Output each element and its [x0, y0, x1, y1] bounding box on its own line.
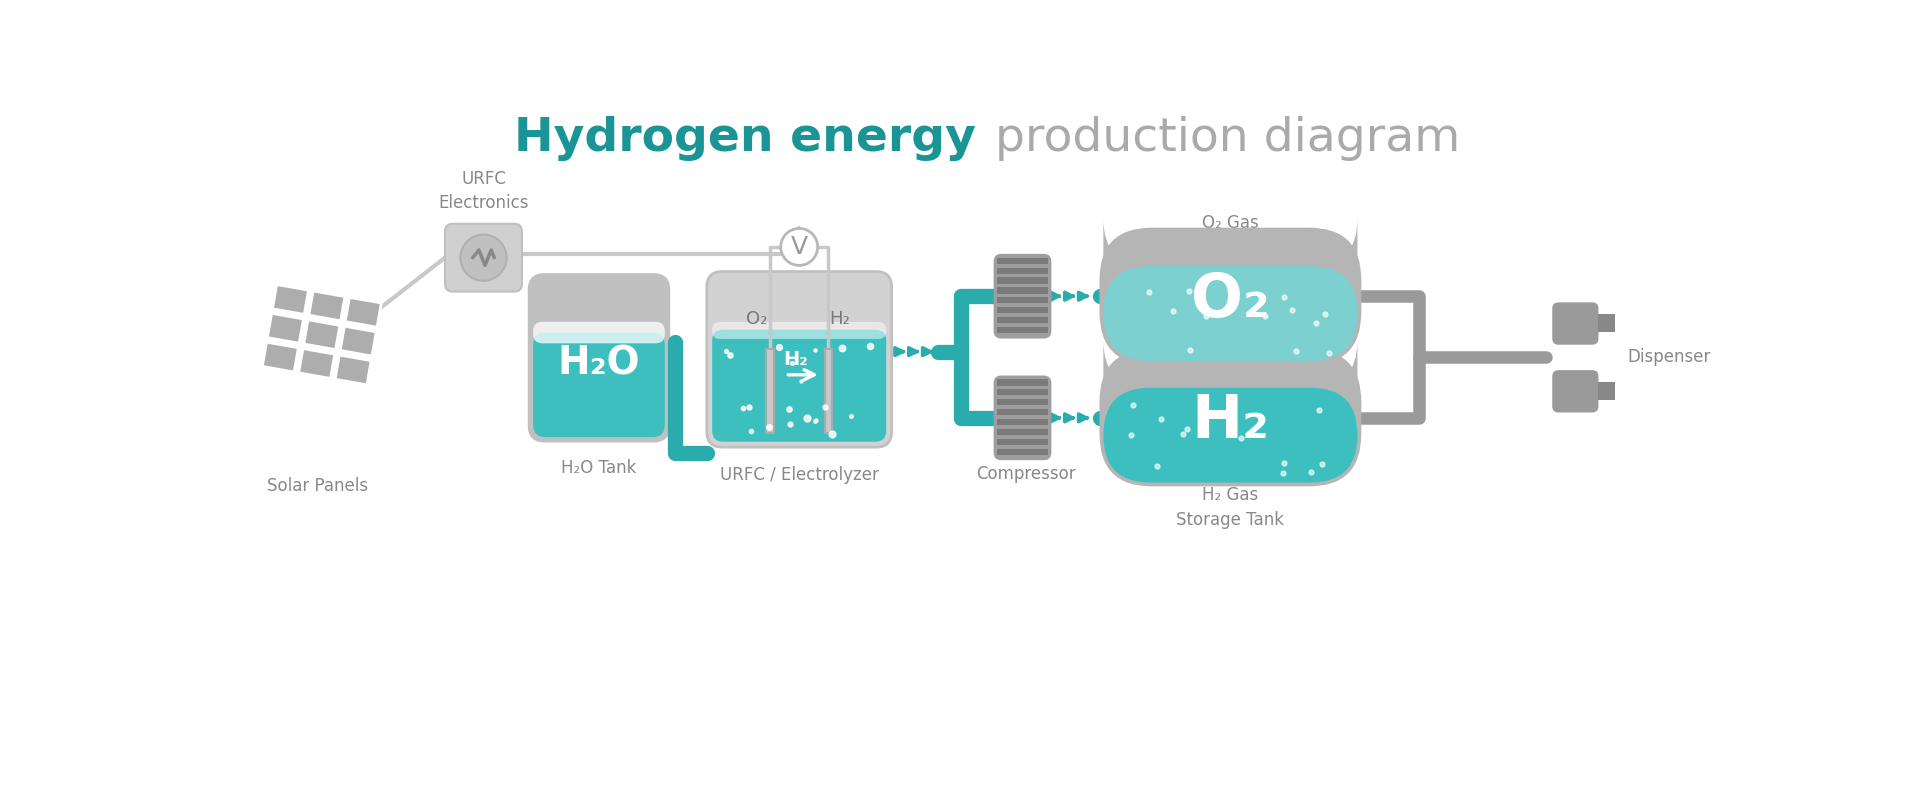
FancyBboxPatch shape [1100, 350, 1361, 486]
FancyBboxPatch shape [1551, 370, 1599, 413]
Text: Compressor: Compressor [977, 466, 1077, 483]
Text: H₂O Tank: H₂O Tank [561, 459, 637, 478]
Bar [1599, 314, 1615, 332]
Bar [996, 409, 1048, 415]
Bar [996, 307, 1048, 314]
Bar [996, 278, 1048, 284]
Text: production diagram: production diagram [979, 116, 1461, 161]
Bar [996, 379, 1048, 386]
Bar [303, 320, 340, 350]
Text: O₂: O₂ [747, 310, 768, 328]
FancyBboxPatch shape [1551, 302, 1599, 345]
FancyBboxPatch shape [1104, 341, 1357, 400]
Bar [996, 287, 1048, 294]
FancyBboxPatch shape [1104, 388, 1357, 482]
Bar [996, 399, 1048, 406]
Bar [996, 258, 1048, 264]
Text: H₂: H₂ [783, 350, 808, 369]
Bar [996, 429, 1048, 435]
FancyBboxPatch shape [1104, 266, 1357, 361]
FancyBboxPatch shape [445, 224, 522, 291]
Text: Solar Panels: Solar Panels [267, 477, 369, 495]
Bar [996, 267, 1048, 274]
Bar [996, 390, 1048, 395]
FancyBboxPatch shape [1104, 219, 1357, 278]
Bar [996, 327, 1048, 333]
Text: Hydrogen energy: Hydrogen energy [515, 116, 975, 161]
FancyBboxPatch shape [534, 333, 664, 437]
Text: URFC
Electronics: URFC Electronics [438, 170, 528, 211]
Bar [996, 438, 1048, 445]
Bar [996, 419, 1048, 425]
Text: H₂O: H₂O [557, 345, 639, 383]
Bar [996, 317, 1048, 323]
Bar [996, 449, 1048, 455]
FancyBboxPatch shape [534, 322, 664, 343]
Bar [273, 285, 309, 314]
Text: H₂: H₂ [1192, 392, 1269, 451]
FancyBboxPatch shape [528, 273, 670, 442]
FancyBboxPatch shape [712, 330, 887, 442]
Bar [267, 314, 303, 343]
Bar [766, 349, 774, 434]
Text: O₂ Gas
Storage Tank: O₂ Gas Storage Tank [1177, 214, 1284, 257]
Bar [309, 291, 346, 321]
Text: H₂: H₂ [829, 310, 851, 328]
Text: V: V [791, 235, 808, 259]
FancyBboxPatch shape [534, 279, 664, 325]
Text: H₂ Gas
Storage Tank: H₂ Gas Storage Tank [1177, 486, 1284, 529]
Bar [1599, 382, 1615, 400]
Bar [336, 355, 371, 385]
FancyBboxPatch shape [712, 322, 887, 339]
Bar [340, 326, 376, 356]
Circle shape [461, 234, 507, 281]
FancyBboxPatch shape [1100, 228, 1361, 365]
Text: Dispenser: Dispenser [1626, 348, 1711, 366]
Bar [824, 349, 831, 434]
Text: URFC / Electrolyzer: URFC / Electrolyzer [720, 466, 879, 483]
FancyBboxPatch shape [707, 271, 891, 447]
FancyBboxPatch shape [995, 375, 1052, 460]
Bar [996, 298, 1048, 303]
Text: O₂: O₂ [1190, 270, 1269, 330]
Bar [300, 349, 334, 378]
Bar [263, 342, 298, 372]
FancyBboxPatch shape [995, 254, 1052, 338]
Bar [346, 298, 382, 327]
Circle shape [781, 229, 818, 266]
